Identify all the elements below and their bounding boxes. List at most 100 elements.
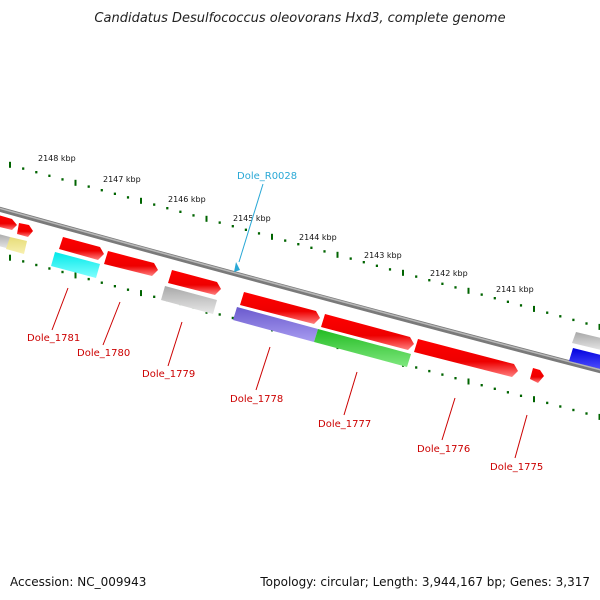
label-line-1779 <box>167 321 183 367</box>
outer-tick-minor <box>415 275 418 278</box>
cds-forward[interactable] <box>59 237 104 260</box>
cds-forward[interactable] <box>530 368 544 383</box>
inner-tick-major <box>598 413 600 420</box>
feature-blue[interactable] <box>569 348 600 370</box>
outer-tick-minor <box>244 228 247 231</box>
cds-forward[interactable] <box>17 223 33 237</box>
outer-tick-minor <box>388 268 392 271</box>
outer-tick-minor <box>113 192 116 195</box>
cds-forward[interactable] <box>240 292 320 324</box>
inner-tick-minor <box>113 285 116 288</box>
tick-label-2147: 2147 kbp <box>103 175 141 184</box>
inner-tick-minor <box>48 267 51 270</box>
label-line-1780 <box>102 301 121 346</box>
outer-tick-minor <box>519 304 523 307</box>
feature-green[interactable] <box>314 329 411 367</box>
genome-summary-text: Topology: circular; Length: 3,944,167 bp… <box>259 575 590 589</box>
inner-tick-minor <box>441 373 444 376</box>
cds-forward[interactable] <box>321 314 414 350</box>
outer-tick-major <box>9 161 11 168</box>
feature-gray[interactable] <box>572 332 600 351</box>
label-line-1777 <box>343 371 358 416</box>
outer-tick-minor <box>61 178 64 181</box>
inner-tick-minor <box>61 270 64 274</box>
gene-label-1776[interactable]: Dole_1776 <box>417 444 470 455</box>
outer-tick-minor <box>48 174 51 177</box>
outer-tick-minor <box>362 261 365 264</box>
feature-gray[interactable] <box>161 286 217 314</box>
cds-forward[interactable] <box>0 214 17 230</box>
outer-tick-minor <box>572 318 575 322</box>
outer-tick-minor <box>546 311 549 314</box>
gene-label-1778[interactable]: Dole_1778 <box>230 394 283 405</box>
rna-label-line <box>238 183 264 263</box>
outer-tick-minor <box>480 293 483 296</box>
rna-label[interactable]: Dole_R0028 <box>237 171 297 182</box>
outer-tick-minor <box>323 250 326 253</box>
kbp-ruler-ticks <box>9 161 600 330</box>
feature-purple[interactable] <box>233 307 318 342</box>
cds-forward[interactable] <box>414 339 518 377</box>
gene-label-1780[interactable]: Dole_1780 <box>77 348 130 359</box>
feature-yellow[interactable] <box>6 237 27 254</box>
outer-tick-minor <box>153 203 156 206</box>
outer-tick-minor <box>310 246 313 249</box>
gene-label-1779[interactable]: Dole_1779 <box>142 369 195 380</box>
inner-tick-minor <box>153 295 156 298</box>
inner-tick-major <box>533 396 535 403</box>
inner-tick-minor <box>454 377 457 380</box>
outer-tick-major <box>140 197 142 204</box>
outer-tick-major <box>402 269 404 276</box>
cds-forward[interactable] <box>168 270 221 295</box>
outer-tick-minor <box>454 286 457 289</box>
inner-tick-minor <box>126 288 130 291</box>
gene-label-1777[interactable]: Dole_1777 <box>318 419 371 430</box>
outer-tick-major <box>533 305 535 312</box>
label-line-1781 <box>51 287 69 331</box>
gene-label-1781[interactable]: Dole_1781 <box>27 333 80 344</box>
outer-tick-major <box>74 179 77 186</box>
kbp-ruler-labels: 2148 kbp 2147 kbp 2146 kbp 2145 kbp 2144… <box>38 154 534 294</box>
outer-tick-minor <box>22 167 25 170</box>
inner-tick-minor <box>231 316 234 320</box>
genome-title: Candidatus Desulfococcus oleovorans Hxd3… <box>94 11 505 26</box>
inner-tick-major <box>9 254 11 261</box>
inner-tick-minor <box>572 408 575 412</box>
outer-tick-major <box>271 233 273 240</box>
inner-tick-minor <box>585 412 588 415</box>
label-line-1776 <box>441 397 456 441</box>
inner-tick-minor <box>480 384 483 387</box>
outer-tick-minor <box>493 297 496 300</box>
genome-backbone-highlight <box>0 207 600 371</box>
outer-tick-minor <box>506 300 509 303</box>
inner-tick-minor <box>428 369 431 373</box>
inner-tick-major <box>74 272 77 279</box>
cds-forward[interactable] <box>104 251 158 276</box>
inner-tick-major <box>467 378 470 385</box>
tick-label-2146: 2146 kbp <box>168 195 206 204</box>
tick-label-2142: 2142 kbp <box>430 269 468 278</box>
genome-backbone <box>0 206 600 374</box>
inner-tick-minor <box>519 394 523 397</box>
inner-tick-minor <box>546 401 549 405</box>
outer-tick-minor <box>257 232 261 235</box>
inner-tick-minor <box>559 405 562 408</box>
tick-label-2144: 2144 kbp <box>299 233 337 242</box>
outer-tick-minor <box>349 257 352 260</box>
outer-tick-minor <box>559 315 562 318</box>
other-features <box>0 234 600 370</box>
outer-tick-minor <box>166 207 169 210</box>
outer-tick-minor <box>87 185 90 188</box>
inner-tick-minor <box>22 260 25 263</box>
tick-label-2148: 2148 kbp <box>38 154 76 163</box>
inner-tick-minor <box>87 277 90 281</box>
outer-tick-minor <box>585 322 588 325</box>
gene-label-1775[interactable]: Dole_1775 <box>490 462 543 473</box>
outer-tick-minor <box>192 214 195 217</box>
rna-marker-icon[interactable] <box>234 262 240 272</box>
label-line-1778 <box>255 346 271 391</box>
feature-cyan[interactable] <box>51 252 100 278</box>
inner-tick-minor <box>218 313 221 316</box>
tick-label-2145: 2145 kbp <box>233 214 271 223</box>
